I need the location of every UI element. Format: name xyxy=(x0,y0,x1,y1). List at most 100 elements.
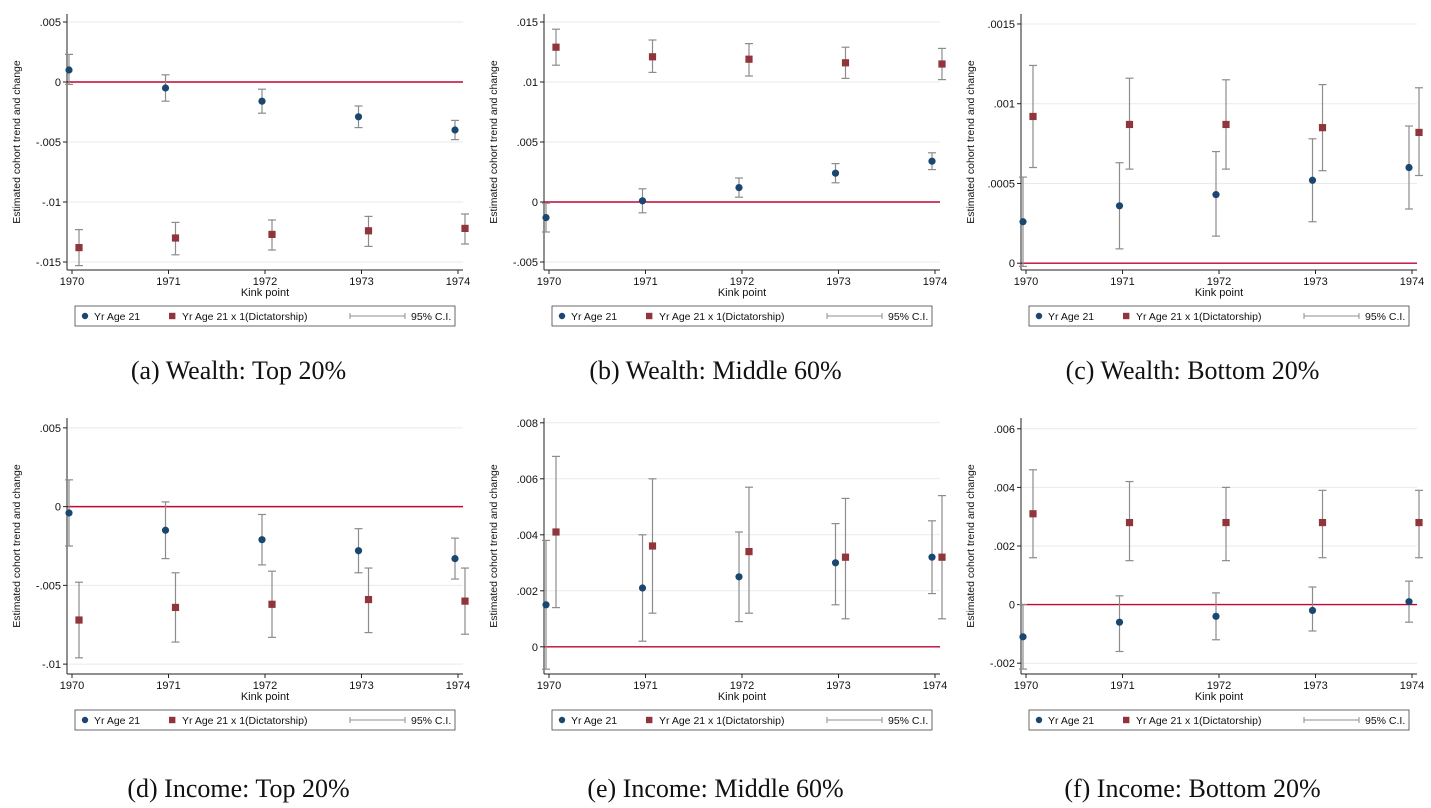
x-tick-label: 1974 xyxy=(923,680,947,692)
y-tick-label: .004 xyxy=(994,482,1015,494)
data-point-dictatorship xyxy=(75,616,83,624)
chart-svg: .008 .006 .004 .002 0 1970 1971 1972 1973 1974 Kin… xyxy=(488,418,947,731)
x-axis-title: Kink point xyxy=(241,287,289,299)
data-point-dictatorship xyxy=(841,59,850,67)
data-point-dictatorship xyxy=(75,244,83,252)
chart-svg: .005 0 -.005 -.01 1970 1971 1972 1973 1974 Kink p… xyxy=(11,418,470,731)
data-point-dictatorship xyxy=(648,53,657,61)
y-tick-label: .008 xyxy=(517,418,538,430)
x-tick-label: 1974 xyxy=(1400,276,1424,288)
x-tick-label: 1973 xyxy=(1303,276,1327,288)
x-axis-title: Kink point xyxy=(1195,287,1243,299)
y-tick-label: 0 xyxy=(1009,258,1015,270)
data-point-dictatorship xyxy=(461,224,469,232)
data-point-dictatorship xyxy=(364,227,373,235)
legend-label-dictatorship: Yr Age 21 x 1(Dictatorship) xyxy=(659,311,784,323)
x-tick-label: 1972 xyxy=(730,680,754,692)
data-point-dictatorship xyxy=(745,548,753,556)
panel-wealth-middle60: (b) Wealth: Middle 60% .015 .01 .005 0 -.005… xyxy=(477,0,954,404)
legend-label-ci: 95% C.I. xyxy=(888,311,928,323)
x-tick-label: 1970 xyxy=(537,680,561,692)
x-tick-label: 1974 xyxy=(446,680,470,692)
y-axis-title: Estimated cohort trend and change xyxy=(965,60,977,224)
y-tick-label: -.01 xyxy=(42,197,61,209)
y-axis-title: Estimated cohort trend and change xyxy=(11,464,23,628)
chart-svg: .005 0 -.005 -.01 -.015 1970 1971 1972 1973 1974 K… xyxy=(11,14,470,327)
y-tick-label: .01 xyxy=(523,77,538,89)
x-tick-label: 1974 xyxy=(446,276,470,288)
x-axis-title: Kink point xyxy=(1195,691,1243,703)
data-point-yr-age-21 xyxy=(831,559,840,567)
data-point-yr-age-21 xyxy=(451,126,459,134)
data-point-dictatorship xyxy=(552,43,560,51)
y-tick-label: 0 xyxy=(55,502,61,514)
data-point-yr-age-21 xyxy=(542,601,550,609)
data-point-yr-age-21 xyxy=(831,169,840,177)
chart-svg: .015 .01 .005 0 -.005 1970 1971 1972 1973 1974 Kin… xyxy=(488,14,947,327)
x-tick-label: 1971 xyxy=(1110,680,1134,692)
legend-box xyxy=(74,709,456,731)
legend-label-yr-age-21: Yr Age 21 xyxy=(571,311,617,323)
y-tick-label: 0 xyxy=(1009,600,1015,612)
y-tick-label: -.01 xyxy=(42,659,61,671)
x-tick-label: 1971 xyxy=(156,680,180,692)
data-point-yr-age-21 xyxy=(1212,612,1220,620)
x-tick-label: 1974 xyxy=(923,276,947,288)
data-point-yr-age-21 xyxy=(735,184,743,192)
data-point-yr-age-21 xyxy=(1308,606,1317,615)
y-tick-label: 0 xyxy=(55,77,61,89)
data-point-yr-age-21 xyxy=(258,536,266,544)
data-point-dictatorship xyxy=(171,603,180,612)
y-tick-label: -.005 xyxy=(36,137,61,149)
legend-marker-dictatorship xyxy=(1123,716,1130,724)
legend-label-ci: 95% C.I. xyxy=(1365,311,1405,323)
legend-marker-dictatorship xyxy=(169,716,176,724)
data-point-dictatorship xyxy=(648,542,657,550)
x-tick-label: 1970 xyxy=(1014,680,1038,692)
y-tick-label: .006 xyxy=(517,474,538,486)
data-point-yr-age-21 xyxy=(735,573,743,581)
panel-caption: (d) Income: Top 20% xyxy=(127,774,350,803)
data-point-dictatorship xyxy=(171,234,180,242)
data-point-yr-age-21 xyxy=(1405,598,1413,606)
y-tick-label: -.002 xyxy=(990,658,1015,670)
data-point-dictatorship xyxy=(364,595,373,604)
legend-label-dictatorship: Yr Age 21 x 1(Dictatorship) xyxy=(182,715,307,727)
y-tick-label: .0005 xyxy=(987,178,1015,190)
data-point-dictatorship xyxy=(1029,112,1037,121)
legend-box xyxy=(1028,305,1410,327)
y-tick-label: .015 xyxy=(517,17,538,29)
legend-marker-dictatorship xyxy=(646,312,653,320)
data-point-dictatorship xyxy=(938,60,946,68)
x-tick-label: 1972 xyxy=(253,680,277,692)
x-tick-label: 1973 xyxy=(1303,680,1327,692)
chart-svg: .006 .004 .002 0 -.002 1970 1971 1972 1973 1974 Ki… xyxy=(965,418,1424,731)
x-tick-label: 1971 xyxy=(633,276,657,288)
data-point-dictatorship xyxy=(841,553,850,561)
data-point-yr-age-21 xyxy=(928,553,936,561)
data-point-yr-age-21 xyxy=(1019,218,1027,226)
data-point-dictatorship xyxy=(938,553,946,561)
panel-caption: (a) Wealth: Top 20% xyxy=(130,356,347,385)
y-tick-label: 0 xyxy=(532,642,538,654)
data-point-yr-age-21 xyxy=(1019,633,1027,641)
data-point-yr-age-21 xyxy=(1212,191,1220,199)
panel-caption: (f) Income: Bottom 20% xyxy=(1064,774,1321,803)
legend-box xyxy=(551,709,933,731)
y-tick-label: .001 xyxy=(994,99,1015,111)
data-point-dictatorship xyxy=(1222,120,1230,129)
y-tick-label: .006 xyxy=(994,424,1015,436)
panel-wealth-top20: (a) Wealth: Top 20% .005 0 -.005 -.01 -.015 1… xyxy=(0,0,477,404)
chart-svg: .0015 .001 .0005 0 1970 1971 1972 1973 1974 Kink … xyxy=(965,14,1424,327)
legend-box xyxy=(1028,709,1410,731)
data-point-dictatorship xyxy=(461,597,469,605)
x-tick-label: 1973 xyxy=(349,276,373,288)
x-tick-label: 1970 xyxy=(60,680,84,692)
data-point-yr-age-21 xyxy=(161,526,170,534)
y-axis-title: Estimated cohort trend and change xyxy=(965,464,977,628)
x-tick-label: 1972 xyxy=(1207,276,1231,288)
data-point-dictatorship xyxy=(552,528,560,536)
data-point-dictatorship xyxy=(1318,518,1327,527)
panel-caption: (e) Income: Middle 60% xyxy=(587,774,844,803)
